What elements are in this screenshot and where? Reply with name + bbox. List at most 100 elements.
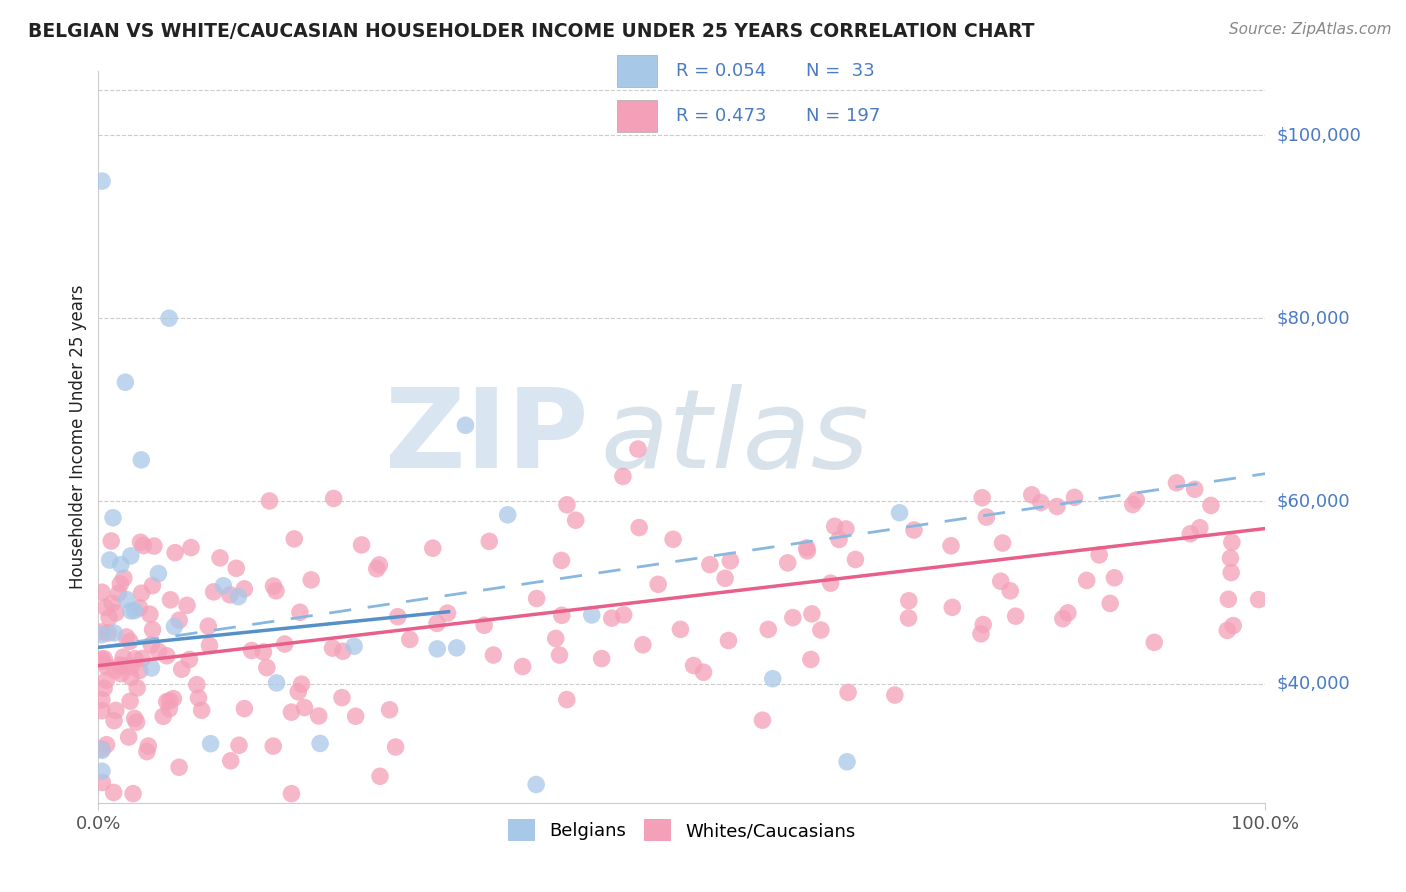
Point (141, 638, 163, 652)
Point (96, 738, 118, 752)
Text: Source: ZipAtlas.com: Source: ZipAtlas.com (1229, 22, 1392, 37)
Point (212, 579, 235, 593)
Point (426, 641, 449, 656)
Point (1021, 488, 1043, 502)
Point (124, 711, 146, 725)
Point (1166, 475, 1188, 490)
Point (378, 703, 401, 717)
Point (692, 665, 714, 680)
Point (148, 644, 170, 658)
Point (208, 550, 231, 565)
Point (824, 519, 846, 533)
Point (94, 600, 117, 615)
Point (1143, 635, 1166, 649)
Point (233, 701, 256, 715)
Point (564, 513, 586, 527)
Point (129, 535, 152, 549)
Point (897, 594, 920, 608)
Point (197, 619, 219, 633)
Point (262, 739, 284, 753)
Point (1219, 551, 1241, 566)
Point (828, 533, 851, 547)
Point (1046, 500, 1069, 514)
Point (142, 539, 165, 553)
Point (190, 703, 212, 717)
Point (108, 658, 131, 673)
Point (550, 553, 572, 567)
Point (90, 743, 112, 757)
Point (156, 695, 179, 709)
Point (152, 709, 174, 723)
Text: R = 0.473: R = 0.473 (676, 107, 766, 125)
Point (120, 549, 142, 563)
Point (1247, 592, 1270, 607)
Point (1188, 521, 1211, 535)
Point (548, 648, 571, 662)
Point (280, 787, 302, 801)
Point (228, 590, 250, 604)
Point (128, 600, 150, 615)
Point (90, 704, 112, 718)
Point (1180, 526, 1202, 541)
FancyBboxPatch shape (617, 55, 657, 87)
Point (835, 755, 858, 769)
Point (366, 562, 388, 576)
Point (976, 510, 998, 524)
Point (103, 785, 125, 799)
Point (350, 538, 373, 552)
Point (844, 552, 866, 566)
Point (436, 606, 458, 620)
Point (128, 664, 150, 678)
Point (180, 541, 202, 555)
Point (613, 607, 636, 622)
Point (762, 672, 785, 686)
Point (647, 577, 669, 591)
Text: $40,000: $40,000 (1277, 675, 1350, 693)
Point (555, 498, 578, 512)
Point (148, 566, 170, 581)
Point (141, 578, 163, 592)
Point (90, 624, 112, 639)
Point (187, 690, 209, 705)
Point (524, 778, 547, 792)
Point (273, 637, 295, 651)
Text: $80,000: $80,000 (1277, 310, 1350, 327)
Point (141, 623, 163, 637)
Point (972, 617, 994, 632)
Point (186, 678, 208, 692)
Point (1199, 499, 1222, 513)
Point (343, 639, 366, 653)
Point (98, 610, 121, 624)
Point (120, 604, 142, 618)
Point (478, 534, 501, 549)
Point (796, 541, 818, 555)
Point (98, 553, 121, 567)
Point (889, 506, 911, 520)
Point (756, 623, 779, 637)
Point (114, 375, 136, 389)
Point (330, 690, 353, 705)
Point (93, 681, 115, 696)
Point (422, 541, 444, 556)
Point (115, 592, 138, 607)
Point (800, 607, 823, 621)
Point (112, 658, 135, 673)
Point (91, 654, 114, 668)
Text: N =  33: N = 33 (806, 62, 875, 80)
Point (139, 607, 162, 622)
Point (472, 618, 495, 632)
Point (308, 709, 330, 723)
Point (1104, 571, 1126, 585)
Point (104, 606, 127, 620)
Point (202, 585, 225, 599)
Point (129, 453, 152, 467)
Point (368, 558, 391, 572)
Point (820, 576, 842, 591)
Point (1004, 609, 1026, 624)
Point (112, 650, 135, 665)
Point (290, 677, 312, 691)
Point (482, 648, 505, 662)
Point (90, 628, 112, 642)
Point (264, 583, 287, 598)
Point (115, 630, 138, 644)
